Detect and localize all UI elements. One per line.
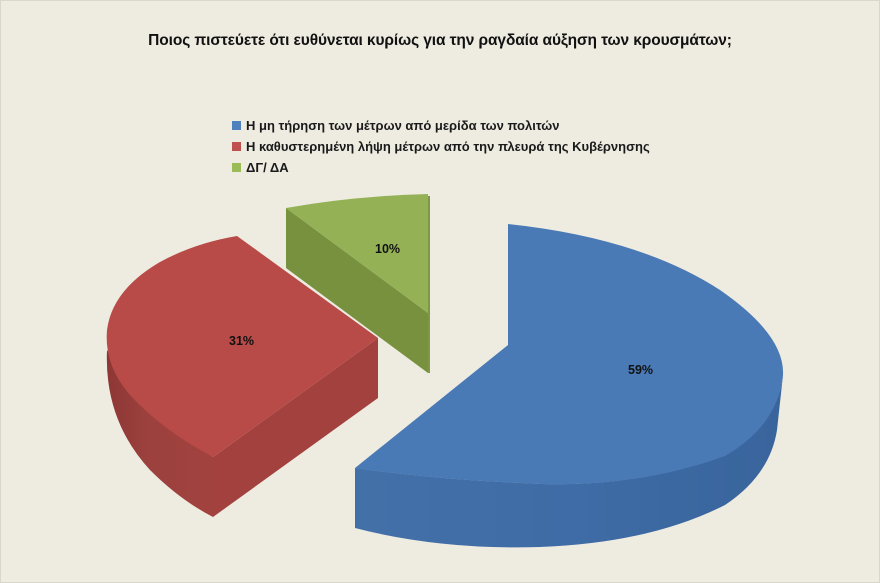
- legend-item-dk-na: ΔΓ/ ΔΑ: [232, 157, 650, 178]
- legend-swatch-green: [232, 163, 241, 172]
- legend-label: ΔΓ/ ΔΑ: [246, 160, 289, 175]
- legend-label: Η μη τήρηση των μέτρων από μερίδα των πο…: [246, 118, 560, 133]
- legend-swatch-red: [232, 142, 241, 151]
- slice-government-delay: [106, 236, 379, 517]
- slice-dk-na: [286, 194, 430, 373]
- data-label-red: 31%: [229, 334, 254, 348]
- legend-item-government-delay: Η καθυστερημένη λήψη μέτρων από την πλευ…: [232, 136, 650, 157]
- slice-non-compliance: [355, 224, 784, 548]
- chart-title: Ποιος πιστεύετε ότι ευθύνεται κυρίως για…: [148, 32, 732, 49]
- legend: Η μη τήρηση των μέτρων από μερίδα των πο…: [232, 115, 650, 178]
- data-label-green: 10%: [375, 242, 400, 256]
- legend-swatch-blue: [232, 121, 241, 130]
- data-label-blue: 59%: [628, 363, 653, 377]
- legend-label: Η καθυστερημένη λήψη μέτρων από την πλευ…: [246, 139, 650, 154]
- legend-item-non-compliance: Η μη τήρηση των μέτρων από μερίδα των πο…: [232, 115, 650, 136]
